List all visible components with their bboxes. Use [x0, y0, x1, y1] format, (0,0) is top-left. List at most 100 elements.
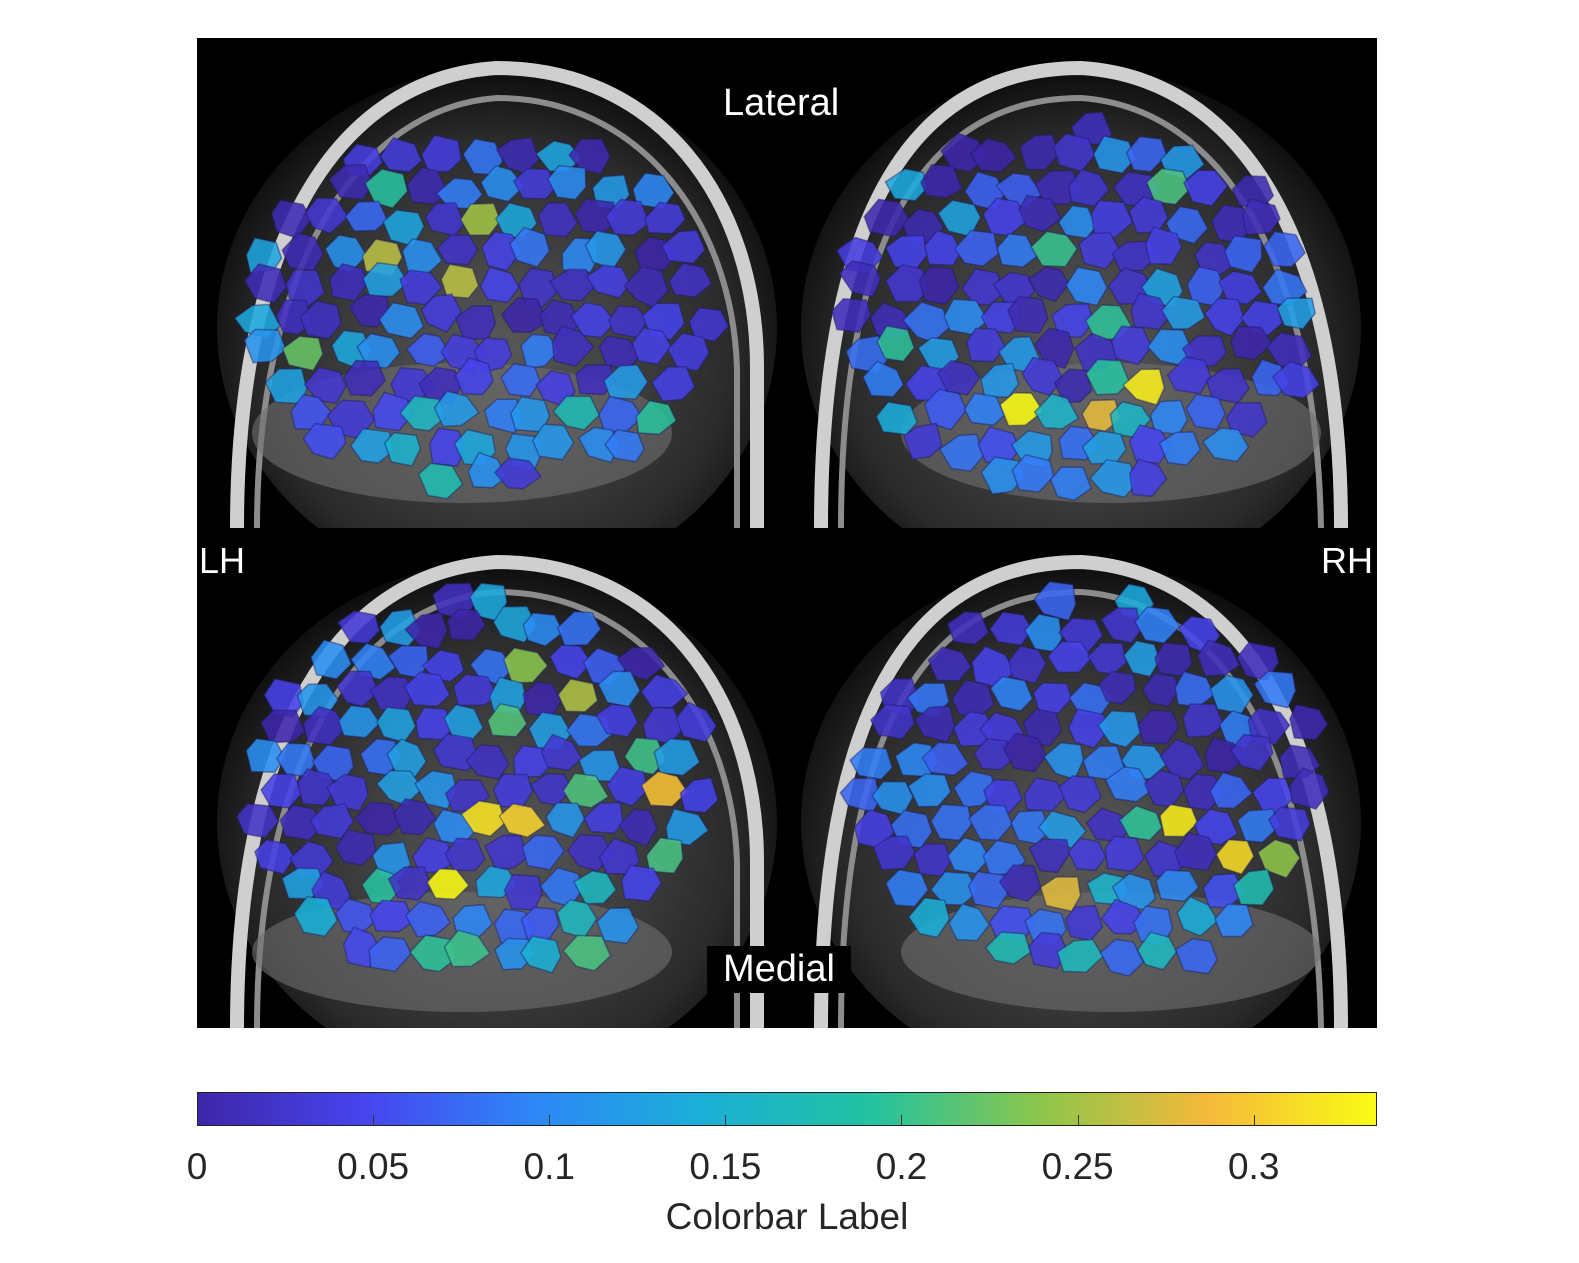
brain-parcel: [1215, 839, 1255, 875]
brain-parcel: [1053, 368, 1093, 404]
brain-parcel: [940, 132, 989, 173]
brain-parcel: [1225, 402, 1268, 438]
brain-parcel: [302, 705, 348, 746]
brain-parcel: [1232, 868, 1275, 906]
brain-lateral-right: [831, 111, 1321, 502]
brain-parcel: [660, 229, 706, 265]
brain-parcel: [537, 202, 579, 238]
brain-parcel: [1271, 360, 1321, 399]
brain-parcel: [1023, 777, 1068, 812]
brain-parcel: [1046, 640, 1093, 673]
brain-parcel: [1032, 682, 1073, 715]
brain-parcel: [1021, 356, 1064, 397]
brain-parcel: [967, 804, 1014, 841]
brain-parcel: [961, 267, 1004, 306]
brain-parcel: [918, 265, 960, 306]
brain-parcel: [1236, 808, 1281, 844]
brain-parcel: [907, 897, 951, 939]
brain-parcel: [963, 392, 1006, 427]
brain-parcel: [640, 770, 689, 808]
brain-parcel: [1098, 670, 1137, 705]
brain-parcel: [573, 870, 618, 905]
brain-parcel: [334, 828, 377, 867]
brain-parcel: [362, 261, 409, 297]
colorbar-tick: [549, 1115, 551, 1126]
brain-parcel: [404, 900, 452, 938]
colorbar-tick-label: 0.3: [1227, 1146, 1280, 1187]
brain-parcel: [1070, 111, 1113, 146]
brain-parcel: [1159, 738, 1206, 781]
brain-parcel: [980, 456, 1027, 495]
brain-parcel: [1033, 327, 1075, 370]
brain-parcel: [666, 332, 711, 372]
brain-parcel: [428, 427, 467, 468]
brain-parcel: [260, 709, 306, 744]
colorbar-tick: [373, 1115, 375, 1126]
brain-parcel: [1090, 199, 1134, 239]
brain-parcel: [604, 428, 645, 463]
brain-parcel: [1182, 703, 1225, 738]
brain-parcel: [1247, 707, 1291, 746]
brain-parcel: [1097, 710, 1142, 749]
brain-parcel: [923, 229, 962, 267]
brain-parcel: [1160, 295, 1206, 330]
brain-parcel: [518, 267, 558, 309]
brain-parcel: [920, 164, 964, 199]
brain-parcel: [1033, 580, 1077, 622]
brain-parcel: [913, 842, 953, 877]
brain-parcel: [988, 611, 1033, 646]
brain-parcel: [498, 802, 547, 838]
brain-parcel: [378, 301, 425, 340]
brain-parcel: [1125, 135, 1168, 173]
brain-parcel: [1209, 771, 1254, 809]
brain-parcel: [1128, 424, 1172, 465]
brain-parcel: [1181, 334, 1228, 367]
brain-parcel: [1085, 358, 1131, 396]
brain-parcel: [432, 733, 479, 772]
brain-parcel: [947, 903, 991, 942]
brain-parcel: [1201, 427, 1250, 463]
brain-parcel: [326, 773, 369, 812]
brain-parcel: [1137, 709, 1180, 745]
colorbar-tick-label: 0.15: [689, 1146, 762, 1187]
brain-parcel: [356, 332, 401, 369]
colorbar-tick: [725, 1115, 727, 1126]
brain-parcel: [953, 229, 1000, 267]
brain-parcel: [604, 198, 651, 236]
brain-parcel: [1027, 266, 1070, 303]
brain-parcel: [1051, 302, 1095, 339]
brain-parcel: [1067, 837, 1107, 872]
colorbar-tick-label: 0: [186, 1146, 208, 1187]
brain-parcel: [548, 268, 598, 302]
brain-parcel: [596, 907, 640, 945]
brain-parcel: [1089, 458, 1138, 499]
brain-parcel: [420, 293, 463, 334]
brain-parcel: [519, 935, 562, 974]
brain-parcel: [512, 167, 558, 200]
brain-parcel: [1058, 775, 1103, 814]
brain-parcel: [245, 738, 286, 773]
brain-parcel: [493, 457, 542, 490]
brain-parcel: [1267, 806, 1311, 842]
brain-parcel: [665, 808, 710, 846]
brain-parcel: [459, 202, 502, 237]
brain-parcel: [421, 649, 465, 683]
brain-parcel: [653, 738, 701, 777]
brain-parcel: [1253, 670, 1297, 709]
brain-parcel: [1289, 703, 1329, 741]
brain-parcel: [998, 864, 1042, 903]
brain-parcel: [1218, 270, 1263, 305]
colorbar: [197, 1092, 1377, 1126]
brain-parcel: [500, 362, 541, 398]
brain-parcel: [1110, 325, 1153, 366]
brain-parcel: [623, 737, 667, 776]
brain-parcel: [372, 391, 415, 432]
brain-parcel: [540, 733, 583, 772]
brain-parcel: [885, 868, 930, 908]
brain-parcel: [285, 268, 326, 308]
brain-parcel: [876, 325, 916, 363]
brain-parcel: [460, 800, 506, 838]
brain-parcel: [404, 611, 449, 650]
brain-parcel: [1141, 672, 1180, 708]
brain-parcel: [426, 868, 470, 900]
